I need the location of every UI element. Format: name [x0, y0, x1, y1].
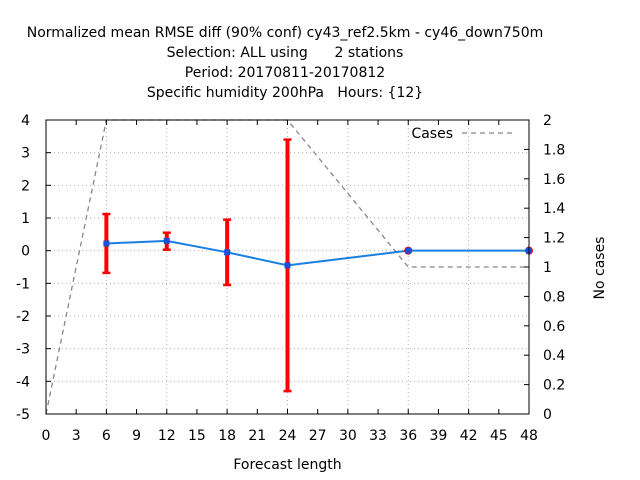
axis-ticks: 0 3 6 9 12 15 18 21 24 27 30 33 36 39 42 45 48-5-4-3-2-1… [16, 113, 565, 444]
y-tick-label-right: 1.6 [543, 172, 565, 188]
data-point [224, 249, 231, 256]
x-tick-label: 9 [132, 428, 141, 444]
y-tick-label-left: 1 [21, 211, 30, 227]
right-axis-label: No cases [592, 237, 608, 300]
x-axis-label: Forecast length [233, 457, 341, 473]
x-tick-label: 21 [248, 428, 266, 444]
x-tick-label: 42 [460, 428, 478, 444]
y-tick-label-left: -3 [16, 342, 30, 358]
y-tick-label-left: 2 [21, 178, 30, 194]
main-line [106, 239, 529, 267]
x-tick-label: 24 [279, 428, 297, 444]
y-tick-label-right: 0 [543, 407, 552, 423]
data-point [103, 240, 110, 247]
y-tick-label-right: 0.8 [543, 289, 565, 305]
x-tick-label: 45 [490, 428, 508, 444]
y-tick-label-left: -2 [16, 309, 30, 325]
y-tick-label-right: 0.2 [543, 378, 565, 394]
data-point [405, 247, 412, 254]
y-tick-label-left: 4 [21, 113, 30, 129]
x-tick-label: 15 [188, 428, 206, 444]
x-tick-label: 36 [399, 428, 417, 444]
legend-label: Cases [411, 126, 453, 142]
x-tick-label: 3 [72, 428, 81, 444]
y-tick-label-left: 3 [21, 146, 30, 162]
title-line-2: Selection: ALL using 2 stations [167, 45, 404, 61]
y-tick-label-left: -4 [16, 374, 30, 390]
y-tick-label-right: 2 [543, 113, 552, 129]
y-tick-label-left: -1 [16, 276, 30, 292]
y-tick-label-right: 1.2 [543, 231, 565, 247]
x-tick-label: 33 [369, 428, 387, 444]
x-tick-label: 6 [102, 428, 111, 444]
x-tick-label: 39 [430, 428, 448, 444]
data-point [284, 262, 291, 269]
x-tick-label: 18 [218, 428, 236, 444]
x-tick-label: 48 [520, 428, 538, 444]
y-tick-label-right: 1 [543, 260, 552, 276]
main-series [102, 138, 533, 393]
legend: Cases [411, 126, 512, 142]
title-line-1: Normalized mean RMSE diff (90% conf) cy4… [27, 25, 544, 41]
data-point [163, 237, 170, 244]
x-tick-label: 0 [42, 428, 51, 444]
x-tick-label: 30 [339, 428, 357, 444]
chart-title-block: Normalized mean RMSE diff (90% conf) cy4… [27, 25, 544, 101]
title-line-3: Period: 20170811-20170812 [185, 65, 385, 81]
x-tick-label: 12 [158, 428, 176, 444]
y-tick-label-left: -5 [16, 407, 30, 423]
y-tick-label-right: 0.6 [543, 319, 565, 335]
x-tick-label: 27 [309, 428, 327, 444]
y-tick-label-right: 1.8 [543, 142, 565, 158]
title-line-4: Specific humidity 200hPa Hours: {12} [147, 85, 423, 101]
y-tick-label-right: 0.4 [543, 348, 565, 364]
y-tick-label-right: 1.4 [543, 201, 565, 217]
y-tick-label-left: 0 [21, 244, 30, 260]
